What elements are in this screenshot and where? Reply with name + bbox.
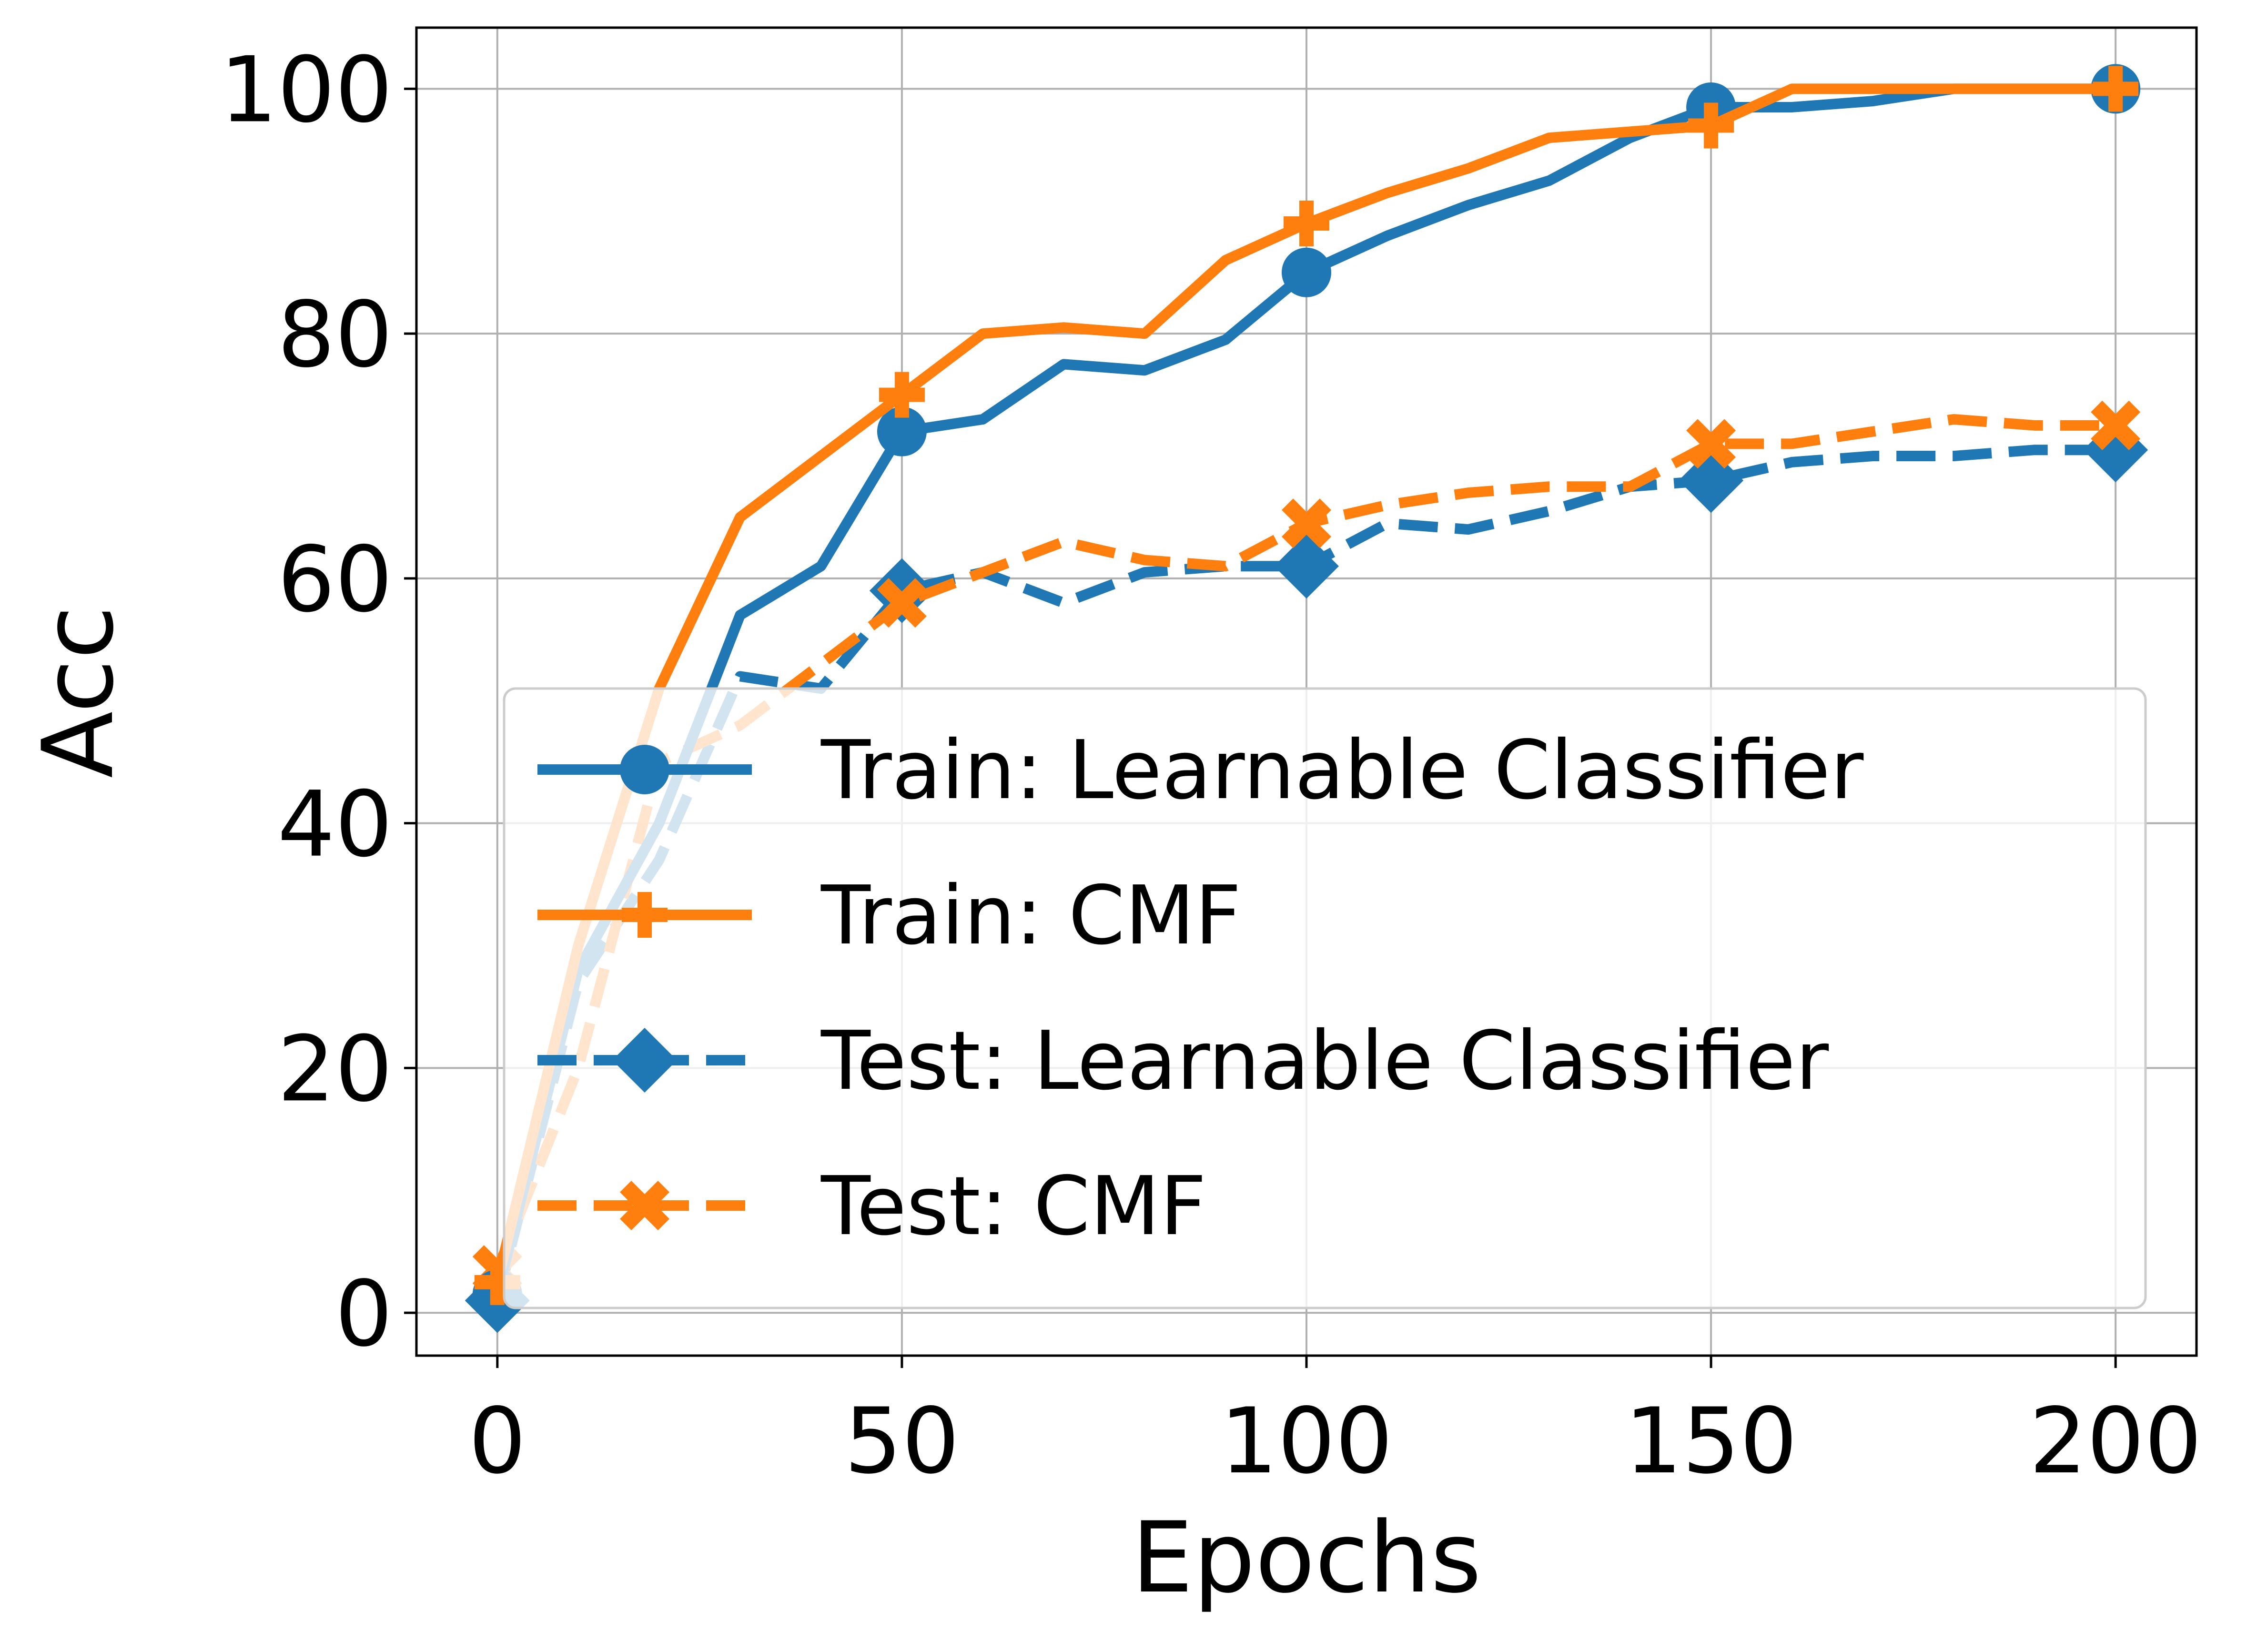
legend-label: Train: CMF — [820, 869, 1241, 963]
x-tick-label: 0 — [468, 1388, 526, 1494]
x-tick-label: 50 — [844, 1388, 960, 1494]
x-marker-stroke — [1281, 498, 1332, 548]
y-tick-label: 60 — [277, 527, 393, 632]
series-marker — [474, 1259, 520, 1305]
x-marker-stroke — [877, 578, 927, 628]
x-marker-stroke — [2091, 400, 2141, 450]
y-tick-label: 0 — [335, 1261, 393, 1367]
y-axis-title: Acc — [22, 606, 135, 778]
legend-label: Test: Learnable Classifier — [820, 1014, 1829, 1108]
legend-marker — [620, 745, 669, 794]
y-tick-label: 100 — [220, 37, 393, 142]
series-marker — [879, 372, 925, 418]
y-tick-label: 80 — [277, 282, 393, 387]
legend-frame — [503, 687, 2147, 1309]
legend-label: Train: Learnable Classifier — [820, 723, 1863, 818]
series-marker — [877, 406, 927, 456]
x-marker-stroke — [619, 1180, 670, 1231]
series-marker — [2091, 400, 2141, 450]
series-marker — [1686, 419, 1736, 469]
series-marker — [1281, 498, 1332, 548]
series-marker — [2093, 66, 2139, 112]
x-tick-label: 200 — [2029, 1388, 2202, 1494]
y-tick-label: 20 — [277, 1016, 393, 1122]
series-marker — [1284, 200, 1329, 246]
legend: Train: Learnable Classifier Train: CMF Tes… — [503, 687, 2147, 1309]
x-marker-stroke — [1686, 419, 1736, 469]
series-marker — [869, 558, 934, 623]
x-tick-label: 150 — [1625, 1388, 1798, 1494]
axis-ticks: 0 50 100 150 200 0 20 40 60 80 100 — [220, 37, 2202, 1494]
x-tick-label: 100 — [1220, 1388, 1393, 1494]
y-tick-label: 40 — [277, 772, 393, 877]
series-marker — [1282, 247, 1331, 297]
legend-label: Test: CMF — [820, 1159, 1206, 1254]
legend-marker — [622, 892, 668, 938]
series-marker — [877, 578, 927, 628]
x-axis-title: Epochs — [1132, 1501, 1482, 1615]
series-marker — [1688, 102, 1734, 149]
series-marker — [1274, 534, 1339, 599]
legend-marker — [612, 1028, 677, 1093]
legend-marker — [619, 1180, 670, 1231]
